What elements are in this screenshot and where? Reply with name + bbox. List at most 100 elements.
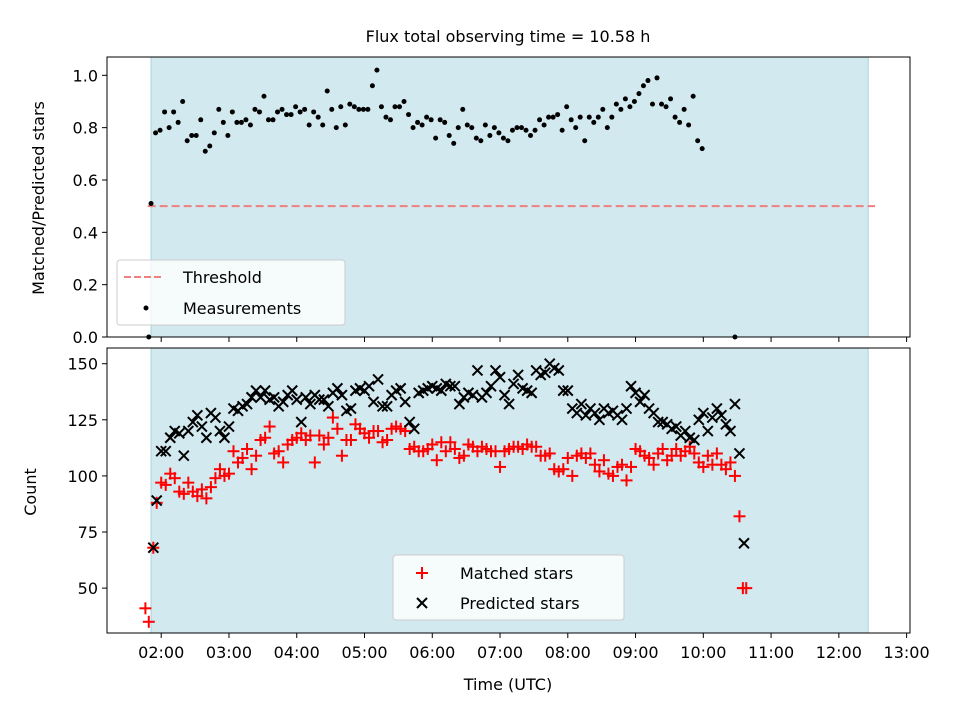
measurement-point — [505, 138, 511, 144]
measurement-point — [252, 106, 258, 112]
measurement-point — [351, 104, 357, 110]
matched-star-point — [439, 445, 452, 458]
measurement-point — [555, 112, 561, 118]
matched-star-point — [620, 474, 633, 487]
matched-star-point — [227, 445, 240, 458]
predicted-star-point — [562, 384, 574, 397]
predicted-star-point — [313, 393, 326, 406]
matched-star-point — [363, 431, 376, 444]
matched-star-point — [647, 458, 660, 471]
predicted-star-point — [629, 387, 642, 399]
predicted-star-point — [480, 387, 493, 399]
measurement-point — [193, 133, 199, 139]
measurement-point — [695, 138, 701, 144]
measurement-point — [631, 98, 637, 104]
measurement-point — [437, 117, 443, 123]
predicted-star-point — [245, 391, 258, 404]
measurement-point — [275, 109, 281, 115]
measurement-point — [243, 117, 249, 123]
predicted-star-point — [155, 445, 167, 457]
bottom-marks — [139, 358, 753, 628]
predicted-star-point — [733, 447, 746, 460]
top-legend: Threshold Measurements — [116, 259, 346, 326]
measurement-point — [600, 106, 606, 112]
predicted-star-point — [300, 391, 312, 404]
predicted-star-point — [376, 400, 389, 413]
matched-star-point — [331, 422, 344, 435]
predicted-star-point — [471, 364, 484, 377]
matched-star-point — [643, 451, 656, 464]
predicted-star-point — [214, 425, 226, 437]
measurement-point — [428, 117, 434, 123]
measurement-point — [148, 201, 154, 207]
measurement-point — [460, 106, 466, 112]
measurement-point — [392, 104, 398, 110]
matched-star-point — [616, 458, 629, 471]
measurement-point — [668, 96, 674, 102]
measurement-point — [699, 146, 705, 152]
matched-star-point — [656, 442, 669, 455]
matched-star-point — [670, 442, 683, 455]
measurement-point — [645, 78, 651, 84]
measurement-point — [514, 125, 520, 131]
predicted-star-point — [498, 389, 511, 401]
predicted-star-point — [706, 411, 719, 424]
matched-star-point — [263, 420, 276, 433]
matched-star-point — [697, 460, 710, 473]
predicted-star-point — [173, 427, 185, 439]
measurement-point — [211, 130, 217, 136]
predicted-star-point — [720, 418, 732, 431]
measurement-point — [383, 114, 389, 120]
matched-star-point — [182, 476, 195, 489]
measurement-point — [153, 130, 159, 136]
predicted-star-point — [363, 380, 375, 392]
measurement-point — [464, 122, 470, 128]
predicted-star-point — [729, 398, 741, 410]
predicted-star-point — [589, 407, 601, 419]
predicted-star-point — [620, 402, 633, 415]
matched-star-point — [494, 460, 507, 473]
predicted-star-point — [485, 380, 497, 392]
matched-star-point — [326, 411, 339, 424]
bot-y-tick-label: 50 — [78, 579, 98, 598]
x-tick-label: 10:00 — [680, 643, 726, 662]
measurement-point — [595, 114, 601, 120]
measurement-point — [338, 104, 344, 110]
matched-star-point — [606, 469, 619, 482]
matched-star-point — [724, 456, 737, 469]
measurement-point — [238, 119, 244, 125]
matched-star-point — [710, 447, 723, 460]
matched-star-point — [584, 447, 597, 460]
matched-star-point — [213, 463, 226, 476]
matched-star-point — [150, 496, 163, 509]
matched-star-point — [625, 460, 638, 473]
measurement-point — [509, 127, 515, 133]
measurement-point — [627, 104, 633, 110]
measurement-point — [256, 109, 262, 115]
predicted-star-point — [399, 396, 411, 408]
measurement-point — [415, 119, 421, 125]
predicted-star-point — [715, 409, 728, 422]
measurement-point — [582, 138, 588, 144]
measurement-point — [198, 117, 204, 123]
x-tick-label: 04:00 — [274, 643, 320, 662]
predicted-star-point — [444, 380, 457, 392]
predicted-star-point — [634, 396, 646, 408]
top-legend-box — [116, 259, 346, 326]
measurement-point — [573, 125, 579, 131]
predicted-star-point — [367, 396, 380, 408]
x-tick-label: 06:00 — [409, 643, 455, 662]
predicted-star-point — [539, 366, 551, 379]
measurement-point — [216, 106, 222, 112]
top-marks — [146, 67, 738, 340]
predicted-star-point — [408, 423, 420, 435]
matched-star-point — [683, 440, 696, 453]
matched-star-point — [317, 438, 330, 451]
measurement-point — [640, 83, 646, 89]
predicted-star-point — [318, 393, 330, 406]
measurement-point — [369, 83, 375, 89]
measurement-point — [424, 114, 430, 120]
predicted-star-point — [670, 420, 682, 433]
